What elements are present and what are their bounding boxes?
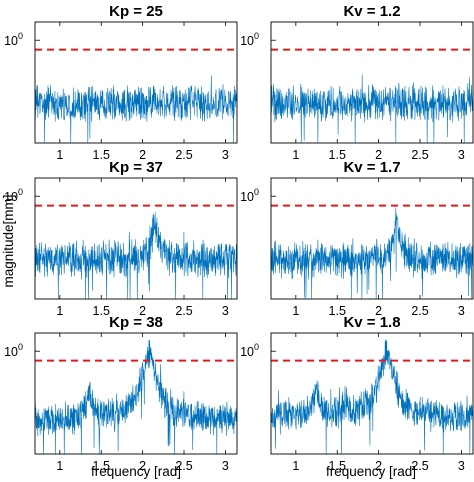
x-tick-label: 2.5 [411,459,428,473]
panel-title: Kp = 37 [109,159,163,176]
panel-title: Kp = 25 [109,3,163,20]
x-tick-label: 1 [292,304,299,318]
plot-area [271,22,473,143]
x-tick-label: 1.5 [93,304,110,318]
panel-title: Kv = 1.2 [343,3,400,20]
x-tick-label: 2.5 [175,148,192,162]
x-tick-label: 1.5 [93,148,110,162]
x-tick-label: 3 [458,459,465,473]
axes-frame [270,21,474,144]
signal-trace [34,75,238,143]
x-tick-label: 3 [222,459,229,473]
x-tick-label: 1.5 [329,304,346,318]
y-axis-label: magnitude[mm] [1,194,16,287]
axes-frame [270,177,474,300]
x-tick-label: 3 [222,148,229,162]
y-tick-label: 100 [4,187,23,204]
x-tick-label: 1 [56,459,63,473]
signal-trace [34,211,238,299]
axes-frame [34,332,238,455]
x-tick-label: 1.5 [329,148,346,162]
plot-area [35,22,237,143]
axes-frame [34,177,238,300]
x-tick-label: 1 [56,148,63,162]
x-tick-label: 1.5 [93,459,110,473]
panel-3: 1 1.5 2 2.5 3 100 Kp = 37 [4,159,238,318]
x-axis-label-left: frequency [rad] [91,464,181,479]
x-tick-label: 1 [292,459,299,473]
signal-trace [270,74,474,143]
y-tick-label: 100 [240,31,259,48]
panel-5: 1 1.5 2 2.5 3 100 Kp = 38 [4,314,238,473]
signal-trace [270,339,474,454]
x-tick-label: 2 [139,304,146,318]
signal-trace [34,339,238,454]
x-tick-label: 1.5 [329,459,346,473]
x-axis-label-right: frequency [rad] [326,464,416,479]
y-tick-label: 100 [4,342,23,359]
axes-frame [270,332,474,455]
panel-title: Kv = 1.8 [343,314,400,331]
plot-area [35,178,237,299]
x-tick-label: 2.5 [175,459,192,473]
x-tick-label: 2 [375,304,382,318]
y-tick-label: 100 [240,342,259,359]
x-tick-label: 3 [222,304,229,318]
x-tick-label: 2 [375,148,382,162]
panel-title: Kv = 1.7 [343,159,400,176]
panel-6: 1 1.5 2 2.5 3 100 Kv = 1.8 [240,314,474,473]
panel-2: 1 1.5 2 2.5 3 100 Kv = 1.2 [240,3,474,162]
x-tick-label: 1 [56,304,63,318]
axes-frame [34,21,238,144]
x-tick-label: 2.5 [411,148,428,162]
panel-1: 1 1.5 2 2.5 3 100 Kp = 25 [4,3,238,162]
x-tick-label: 2 [139,148,146,162]
signal-trace [270,207,474,299]
panel-4: 1 1.5 2 2.5 3 100 Kv = 1.7 [240,159,474,318]
panel-title: Kp = 38 [109,314,163,331]
x-tick-label: 2 [375,459,382,473]
x-tick-label: 3 [458,304,465,318]
x-tick-label: 2.5 [175,304,192,318]
x-tick-label: 3 [458,148,465,162]
x-tick-label: 2.5 [411,304,428,318]
y-tick-label: 100 [4,31,23,48]
x-tick-label: 1 [292,148,299,162]
y-tick-label: 100 [240,187,259,204]
x-tick-label: 2 [139,459,146,473]
plot-area [35,333,237,454]
plot-area [271,178,473,299]
